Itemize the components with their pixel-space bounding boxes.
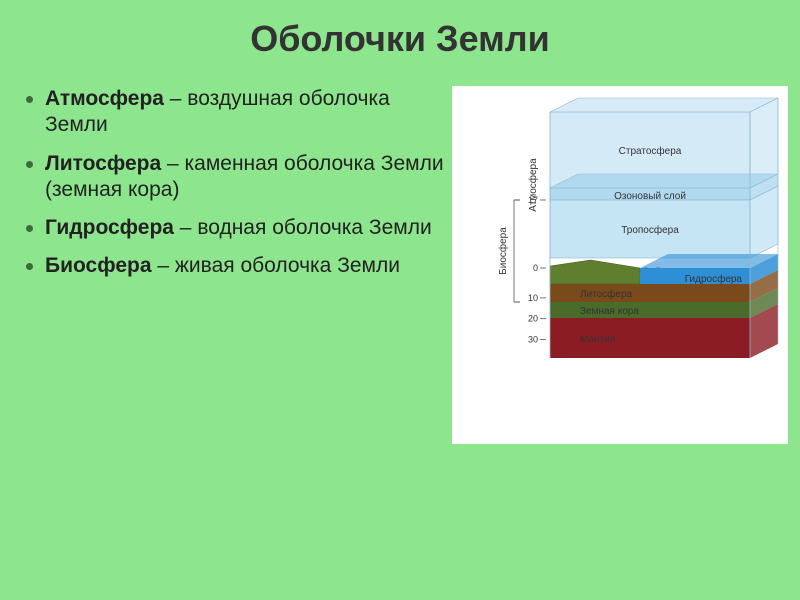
svg-text:Тропосфера: Тропосфера <box>621 224 679 236</box>
svg-text:17: 17 <box>528 195 538 205</box>
term: Атмосфера <box>45 87 164 110</box>
term: Биосфера <box>45 254 152 277</box>
svg-text:Стратосфера: Стратосфера <box>619 145 682 157</box>
svg-text:30: 30 <box>528 335 538 345</box>
svg-text:10: 10 <box>528 293 538 303</box>
diagram-svg: СтратосфераОзоновый слойТропосфераЛитосф… <box>460 94 780 434</box>
svg-text:Земная кора: Земная кора <box>580 306 639 317</box>
page-title: Оболочки Земли <box>0 0 800 68</box>
bullet-text: Атмосфера – воздушная оболочка Земли <box>45 86 446 139</box>
bullet-text: Гидросфера – водная оболочка Земли <box>45 215 432 241</box>
svg-text:Мантия: Мантия <box>580 334 615 345</box>
diagram-panel: СтратосфераОзоновый слойТропосфераЛитосф… <box>452 86 788 444</box>
svg-text:0: 0 <box>533 263 538 273</box>
term: Гидросфера <box>45 216 174 239</box>
term: Литосфера <box>45 152 161 175</box>
bullet-icon <box>26 225 33 232</box>
list-item: Биосфера – живая оболочка Земли <box>26 253 446 279</box>
svg-text:20: 20 <box>528 314 538 324</box>
bullet-icon <box>26 96 33 103</box>
svg-text:Литосфера: Литосфера <box>580 288 633 300</box>
bullet-text: Литосфера – каменная оболочка Земли (зем… <box>45 151 446 204</box>
list-item: Литосфера – каменная оболочка Земли (зем… <box>26 151 446 204</box>
bullet-list: Атмосфера – воздушная оболочка Земли Лит… <box>26 86 452 444</box>
svg-text:Биосфера: Биосфера <box>497 227 509 275</box>
list-item: Атмосфера – воздушная оболочка Земли <box>26 86 446 139</box>
bullet-icon <box>26 263 33 270</box>
content-row: Атмосфера – воздушная оболочка Земли Лит… <box>0 68 800 444</box>
bullet-text: Биосфера – живая оболочка Земли <box>45 253 400 279</box>
desc: – водная оболочка Земли <box>174 216 432 239</box>
list-item: Гидросфера – водная оболочка Земли <box>26 215 446 241</box>
earth-layers-diagram: СтратосфераОзоновый слойТропосфераЛитосф… <box>460 94 780 434</box>
desc: – живая оболочка Земли <box>152 254 400 277</box>
bullet-icon <box>26 161 33 168</box>
svg-text:Гидросфера: Гидросфера <box>685 273 743 285</box>
